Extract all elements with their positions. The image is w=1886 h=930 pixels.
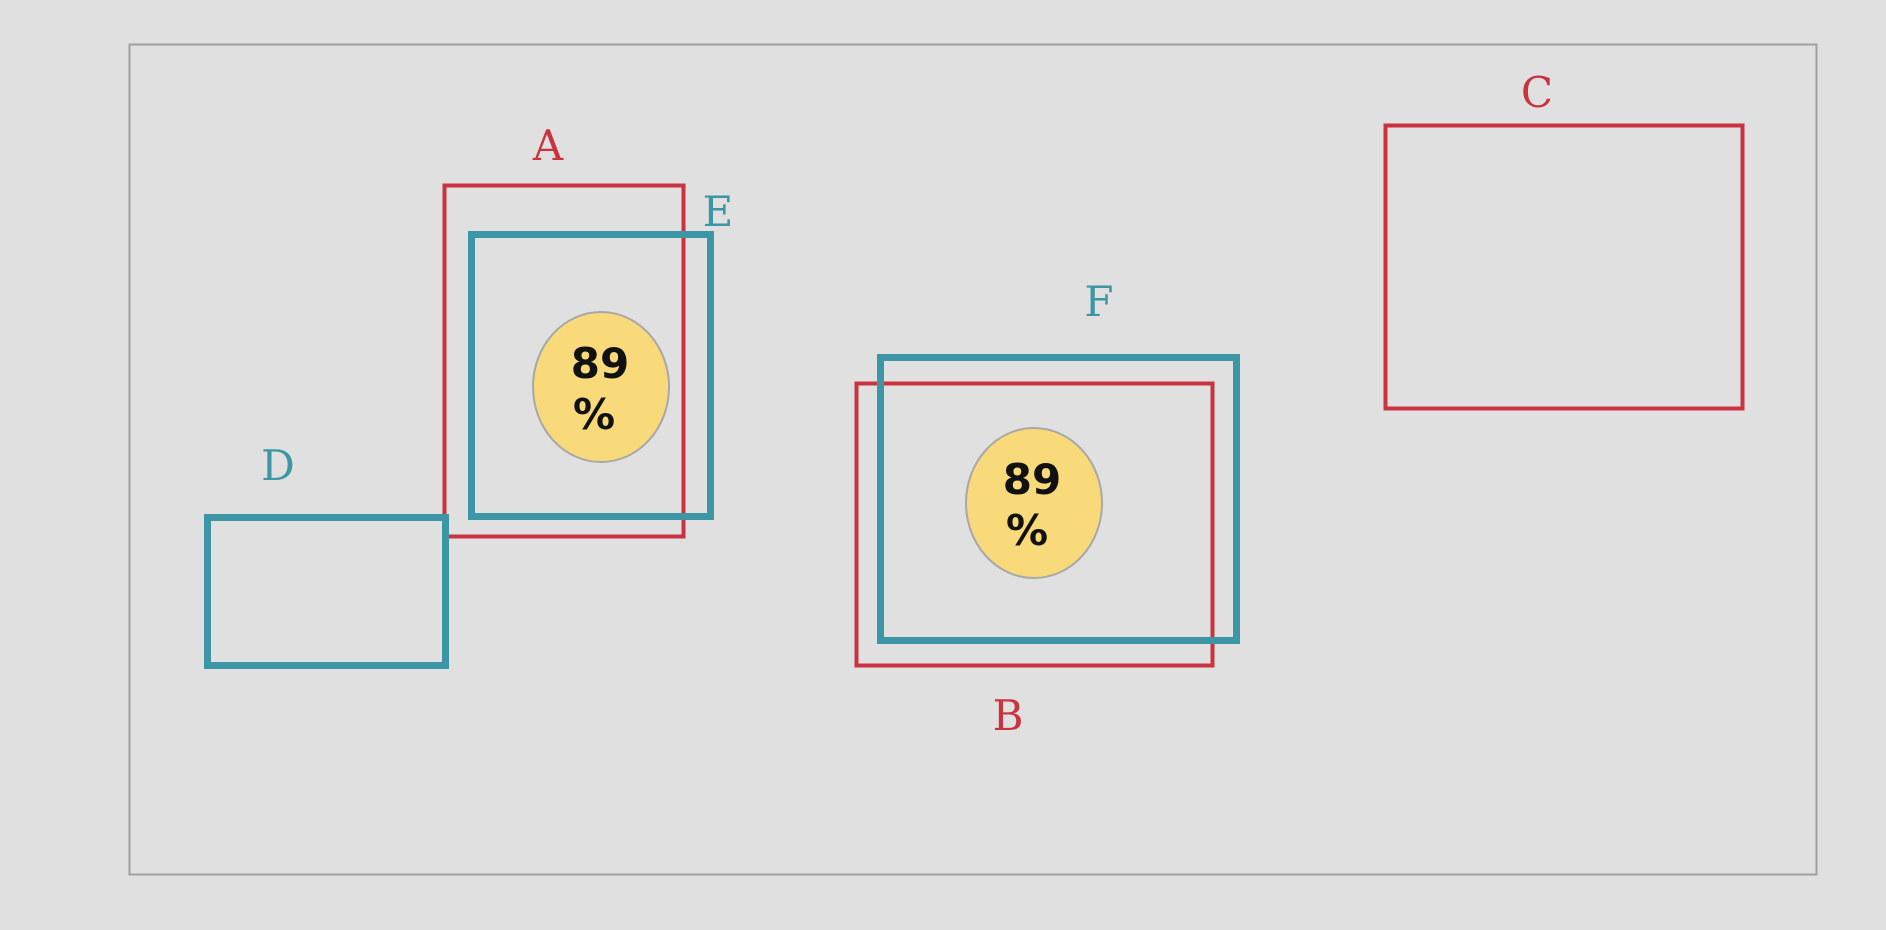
box-f-label: F: [1084, 277, 1113, 326]
box-e: [468, 231, 714, 520]
box-d-label: D: [261, 441, 295, 490]
diagram-frame: [128, 43, 1818, 876]
box-d: [204, 514, 449, 669]
box-e-label: E: [703, 187, 734, 236]
box-f: [877, 354, 1240, 644]
overlap-badge-right-unit: %: [1006, 506, 1048, 555]
box-c: [1383, 123, 1745, 411]
box-c-label: C: [1521, 68, 1553, 117]
overlap-badge-left-value: 89: [571, 339, 629, 388]
overlap-badge-left: [532, 311, 670, 463]
box-a: [442, 183, 686, 539]
box-a-label: A: [532, 121, 564, 170]
overlap-badge-left-unit: %: [573, 390, 615, 439]
box-b: [854, 381, 1215, 668]
box-b-label: B: [993, 691, 1024, 740]
overlap-badge-right: [965, 427, 1103, 579]
overlap-badge-right-value: 89: [1003, 455, 1061, 504]
